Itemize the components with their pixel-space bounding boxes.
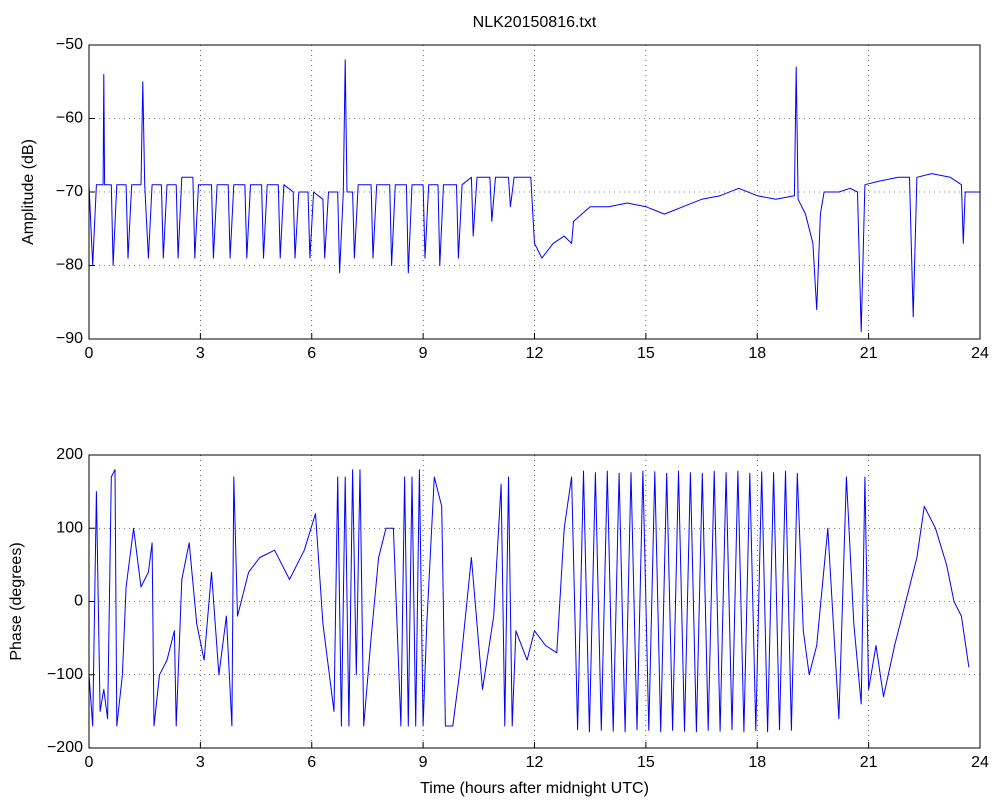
x-tick-label: 3	[196, 754, 205, 771]
x-tick-label: 0	[85, 754, 94, 771]
chart-title: NLK20150816.txt	[473, 14, 597, 31]
x-tick-label: 15	[637, 754, 655, 771]
x-tick-label: 6	[307, 345, 316, 362]
axes-box	[88, 44, 981, 340]
y-tick-label: −80	[56, 257, 83, 274]
x-tick-label: 6	[307, 754, 316, 771]
x-tick-label: 12	[526, 345, 544, 362]
x-tick-label: 12	[526, 754, 544, 771]
x-tick-label: 24	[971, 345, 989, 362]
y-axis-label: Phase (degrees)	[8, 542, 25, 660]
data-line	[88, 469, 970, 733]
y-tick-label: −90	[56, 330, 83, 347]
y-tick-label: −100	[47, 666, 83, 683]
y-tick-label: −70	[56, 183, 83, 200]
x-tick-label: 18	[748, 754, 766, 771]
axes-box	[88, 454, 981, 749]
x-tick-label: 0	[85, 345, 94, 362]
y-tick-label: −200	[47, 739, 83, 756]
x-tick-label: 24	[971, 754, 989, 771]
y-tick-label: −60	[56, 110, 83, 127]
data-line	[88, 59, 980, 333]
x-tick-label: 15	[637, 345, 655, 362]
x-tick-label: 21	[860, 345, 878, 362]
y-tick-label: 200	[56, 446, 83, 463]
x-tick-label: 9	[419, 754, 428, 771]
y-tick-label: 100	[56, 519, 83, 536]
x-tick-label: 9	[419, 345, 428, 362]
y-tick-label: −50	[56, 36, 83, 53]
x-tick-label: 21	[860, 754, 878, 771]
x-tick-label: 18	[748, 345, 766, 362]
x-tick-label: 3	[196, 345, 205, 362]
y-axis-label: Amplitude (dB)	[20, 139, 37, 245]
x-axis-label: Time (hours after midnight UTC)	[420, 780, 649, 797]
y-tick-label: 0	[74, 593, 83, 610]
